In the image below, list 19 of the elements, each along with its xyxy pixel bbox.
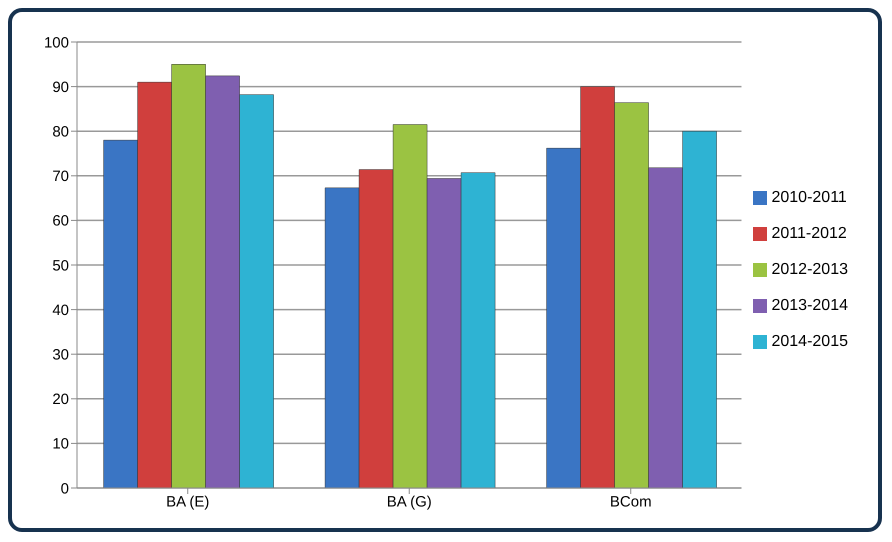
y-tick-label: 10 bbox=[52, 436, 69, 453]
y-tick-label: 70 bbox=[52, 168, 69, 186]
y-tick-label: 30 bbox=[52, 346, 69, 364]
x-tick-label: BA (G) bbox=[386, 494, 432, 511]
y-tick-label: 0 bbox=[60, 480, 69, 498]
legend-label: 2010-2011 bbox=[771, 189, 847, 206]
legend-label: 2011-2012 bbox=[771, 225, 847, 242]
x-tick-label: BCom bbox=[610, 494, 652, 511]
y-tick-label: 90 bbox=[52, 78, 69, 96]
y-tick-label: 80 bbox=[52, 124, 69, 141]
y-tick-label: 20 bbox=[52, 391, 69, 408]
legend-label: 2012-2013 bbox=[771, 261, 848, 278]
legend-label: 2014-2015 bbox=[771, 333, 848, 350]
y-tick-label: 60 bbox=[52, 212, 69, 230]
legend-label: 2013-2014 bbox=[771, 297, 848, 314]
x-tick-label: BA (E) bbox=[166, 494, 210, 511]
y-tick-label: 50 bbox=[52, 257, 69, 274]
y-tick-label: 100 bbox=[44, 34, 69, 52]
y-tick-label: 40 bbox=[52, 302, 69, 319]
